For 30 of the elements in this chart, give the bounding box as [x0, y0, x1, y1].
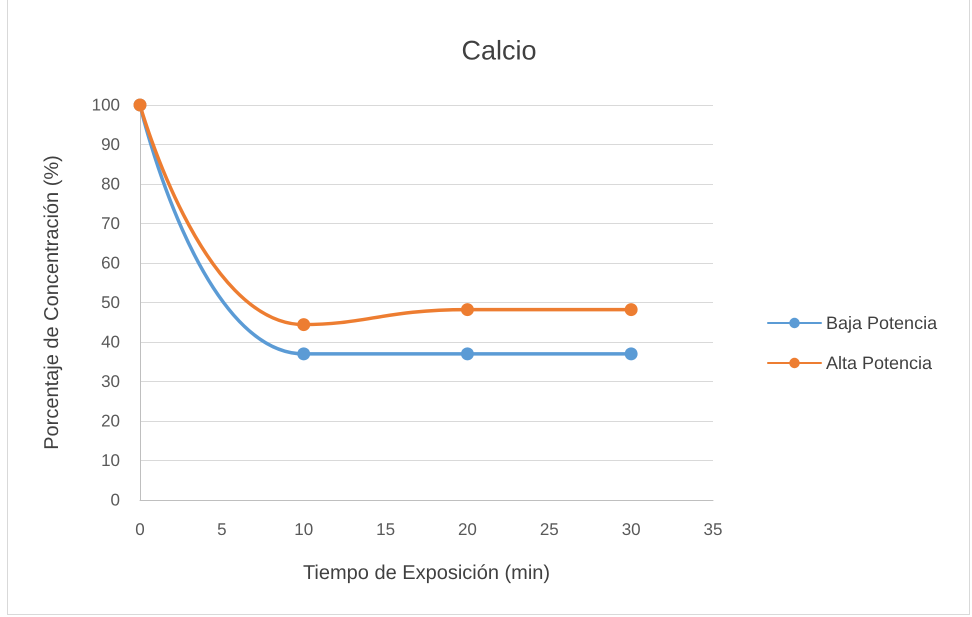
- y-tick-label: 100: [92, 96, 120, 114]
- legend-label: Baja Potencia: [826, 313, 938, 333]
- x-tick-label: 15: [376, 520, 396, 539]
- point: [460, 347, 474, 360]
- x-tick-label: 20: [458, 520, 477, 539]
- y-tick-label: 80: [101, 174, 120, 194]
- x-tick-label: 30: [622, 520, 641, 539]
- legend-label: Alta Potencia: [826, 353, 934, 373]
- y-tick-label: 60: [101, 254, 120, 272]
- x-tick-label: 25: [540, 520, 559, 539]
- x-tick-label: 10: [294, 520, 314, 539]
- x-axis-title: Tiempo de Exposición (min): [302, 562, 550, 584]
- point: [297, 347, 310, 360]
- y-tick-label: 50: [101, 293, 120, 312]
- point: [460, 303, 474, 316]
- chart-title: Calcio: [461, 36, 537, 66]
- y-tick-label: 70: [101, 214, 120, 233]
- x-tick-label: 5: [217, 520, 227, 539]
- y-tick-label: 90: [101, 135, 120, 154]
- x-tick-label: 35: [704, 520, 722, 539]
- y-tick-label: 10: [101, 451, 120, 470]
- y-tick-label: 0: [110, 490, 120, 510]
- y-axis-title: Porcentaje de Concentración (%): [41, 155, 63, 450]
- point: [624, 347, 638, 360]
- y-tick-label: 30: [101, 372, 120, 391]
- x-tick-label: 0: [135, 520, 145, 539]
- point: [624, 303, 638, 316]
- point: [297, 318, 310, 332]
- y-tick-label: 20: [101, 412, 120, 430]
- y-tick-label: 40: [101, 332, 120, 352]
